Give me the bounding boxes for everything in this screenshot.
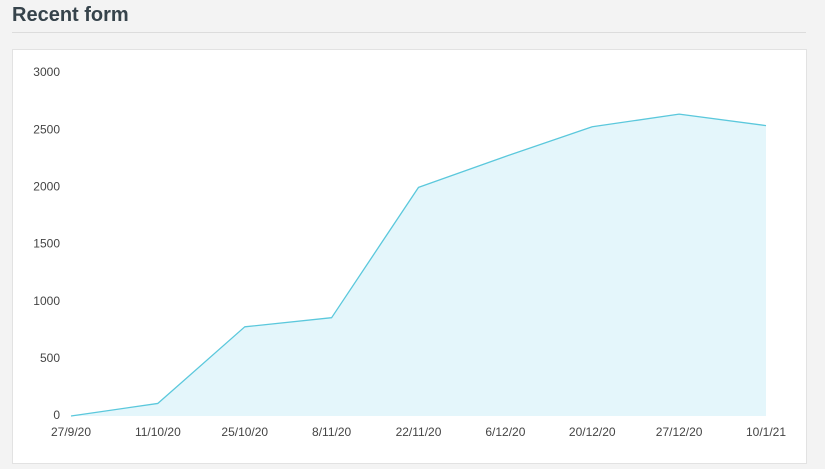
x-tick-label: 8/11/20	[312, 425, 351, 439]
x-tick-label: 10/1/21	[746, 425, 786, 439]
divider	[12, 32, 806, 33]
x-tick-label: 6/12/20	[485, 425, 525, 439]
x-tick-label: 25/10/20	[221, 425, 268, 439]
section-title: Recent form	[12, 4, 129, 26]
y-tick-label: 1500	[33, 237, 60, 251]
area-line	[70, 113, 767, 417]
y-tick-label: 2500	[33, 122, 60, 136]
x-tick-label: 27/9/20	[51, 425, 91, 439]
area-fill	[71, 114, 766, 416]
x-tick-label: 27/12/20	[656, 425, 703, 439]
y-tick-label: 1000	[33, 294, 60, 308]
x-tick-label: 20/12/20	[569, 425, 616, 439]
x-tick-label: 11/10/20	[135, 425, 181, 439]
y-tick-label: 3000	[33, 65, 60, 79]
y-tick-label: 500	[40, 351, 60, 365]
y-tick-label: 2000	[33, 180, 60, 194]
x-tick-label: 22/11/20	[396, 425, 442, 439]
y-tick-label: 0	[53, 408, 60, 422]
